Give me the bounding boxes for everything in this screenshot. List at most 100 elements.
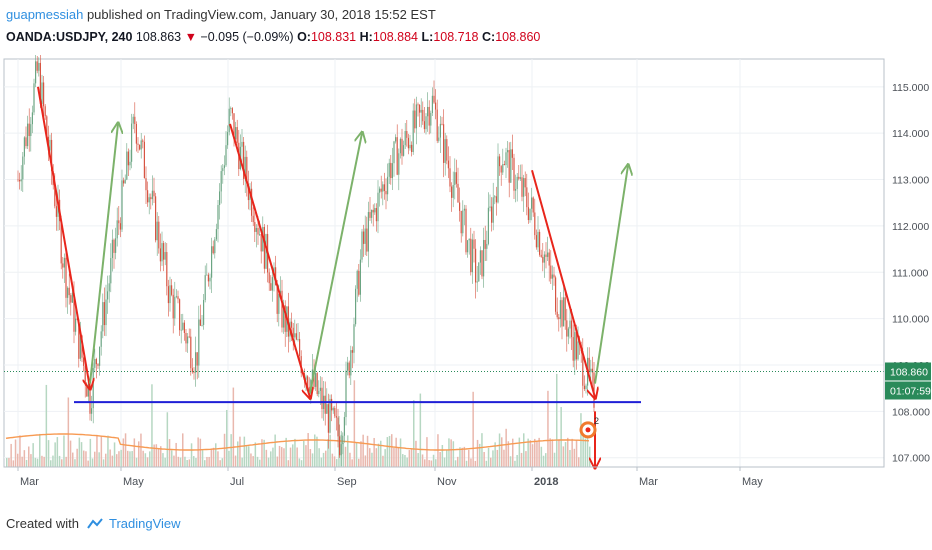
- candle-body-184: [311, 369, 313, 381]
- volume-bar-137: [307, 433, 309, 467]
- candle-body-246: [411, 144, 413, 153]
- candle-body-320: [529, 208, 531, 221]
- candle-body-353: [582, 351, 584, 386]
- red-down-arrow-0[interactable]: [37, 86, 90, 388]
- candle-body-137: [236, 127, 238, 143]
- volume-bar-90: [204, 460, 206, 467]
- close-value: 108.860: [495, 30, 541, 44]
- volume-bar-220: [490, 457, 492, 467]
- tradingview-brand[interactable]: TradingView: [108, 516, 181, 531]
- candle-body-185: [313, 369, 315, 387]
- candle-body-67: [124, 179, 126, 184]
- candle-body-329: [543, 254, 545, 263]
- time-axis[interactable]: Mar May Jul Sep Nov 2018 Mar May: [4, 466, 884, 488]
- candle-body-63: [118, 220, 120, 224]
- volume-bar-211: [470, 458, 472, 467]
- volume-bar-247: [549, 438, 551, 467]
- time-tick-5: 2018: [534, 476, 558, 488]
- volume-bar-27: [65, 456, 67, 467]
- volume-bar-122: [274, 434, 276, 467]
- candle-body-162: [276, 285, 278, 314]
- volume-bar-3: [12, 460, 15, 467]
- volume-bar-32: [76, 448, 78, 467]
- candle-body-117: [204, 275, 206, 300]
- candle-body-289: [479, 250, 481, 263]
- volume-bar-107: [241, 457, 243, 467]
- price-axis[interactable]: 115.000 114.000 113.000 112.000 111.000 110.0…: [883, 59, 930, 467]
- red-down-arrow-4[interactable]: [531, 170, 595, 397]
- candle-body-253: [422, 109, 424, 122]
- volume-bar-4: [14, 439, 17, 467]
- volume-bar-5: [17, 453, 19, 467]
- volume-bar-154: [344, 446, 347, 467]
- volume-bar-74: [168, 439, 171, 467]
- volume-bar-236: [525, 451, 527, 467]
- candle-body-152: [260, 234, 262, 252]
- candle-body-116: [203, 299, 205, 325]
- volume-bar-146: [327, 439, 329, 467]
- green-up-arrow-3[interactable]: [309, 133, 362, 394]
- green-up-arrow-1[interactable]: [89, 124, 118, 384]
- candle-body-75: [137, 143, 139, 145]
- candle-body-195: [329, 398, 331, 433]
- author-link[interactable]: guapmessiah: [6, 7, 84, 22]
- volume-bar-85: [193, 456, 195, 467]
- candle-body-58: [110, 258, 112, 284]
- candle-body-337: [556, 311, 558, 318]
- price-tick-5: 110.000: [892, 314, 929, 326]
- symbol-name[interactable]: OANDA:USDJPY, 240: [6, 30, 133, 44]
- candle-body-204: [343, 417, 345, 436]
- candle-body-294: [487, 207, 489, 244]
- volume-bar-101: [228, 450, 230, 467]
- volume-bar-140: [314, 434, 316, 467]
- candle-body-59: [111, 239, 113, 259]
- candle-body-308: [510, 149, 512, 183]
- candle-body-216: [363, 231, 365, 244]
- candle-body-54: [103, 302, 105, 326]
- volume-bar-97: [219, 460, 221, 467]
- volume-bar-263: [584, 438, 587, 467]
- candle-body-12: [36, 61, 38, 71]
- candle-body-271: [451, 186, 453, 198]
- volume-bar-259: [575, 440, 578, 467]
- candle-body-146: [251, 188, 253, 216]
- volume-bar-79: [179, 457, 182, 467]
- candle-body-20: [49, 139, 51, 151]
- volume-bar-8: [23, 450, 26, 467]
- volume-bar-161: [360, 441, 362, 467]
- candle-body-119: [207, 274, 209, 282]
- volume-bar-125: [281, 447, 283, 467]
- volume-bar-142: [318, 448, 320, 467]
- volume-bar-128: [287, 460, 290, 467]
- candle-body-122: [212, 246, 214, 254]
- event-badge[interactable]: 2: [579, 416, 599, 439]
- green-up-arrow-5[interactable]: [594, 166, 628, 384]
- red-down-arrow-2[interactable]: [229, 123, 310, 398]
- trend-arrows[interactable]: [37, 86, 628, 467]
- candle-body-215: [361, 231, 363, 260]
- candle-body-236: [395, 137, 397, 142]
- candle-body-345: [569, 320, 571, 329]
- volume-bar-171: [382, 455, 384, 467]
- candle-body-69: [127, 151, 129, 166]
- volume-ma-line: [5, 433, 590, 451]
- candle-body-167: [284, 305, 286, 332]
- candle-body-1: [19, 179, 21, 182]
- candle-body-257: [428, 106, 430, 126]
- candle-body-3: [22, 156, 24, 180]
- candle-body-43: [86, 384, 88, 397]
- volume-bar-265: [589, 446, 591, 467]
- volume-bar-73: [166, 412, 169, 467]
- price-tick-4: 111.000: [892, 267, 929, 279]
- price-chart[interactable]: 2 115.000 114.000 113.000 112.000 111.000 110…: [0, 55, 932, 505]
- candle-body-10: [33, 83, 35, 113]
- candle-body-94: [167, 286, 169, 304]
- candle-body-151: [259, 234, 261, 236]
- candle-body-96: [171, 285, 173, 295]
- candle-body-80: [145, 178, 147, 191]
- candle-body-113: [198, 319, 200, 366]
- volume-bar-222: [494, 442, 496, 467]
- candle-body-348: [574, 332, 576, 361]
- candle-body-42: [84, 365, 86, 385]
- candle-body-158: [270, 283, 272, 291]
